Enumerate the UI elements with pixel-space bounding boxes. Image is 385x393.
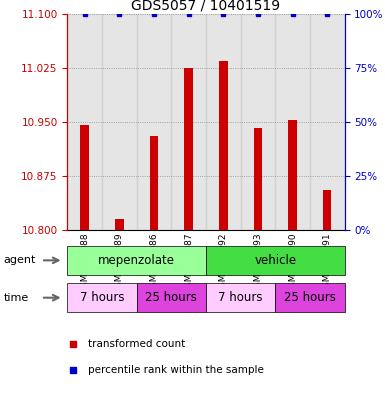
Bar bbox=[115, 219, 124, 230]
Bar bbox=[67, 246, 206, 275]
Bar bbox=[310, 14, 345, 230]
Text: time: time bbox=[4, 293, 29, 303]
Text: vehicle: vehicle bbox=[254, 254, 296, 267]
Text: 25 hours: 25 hours bbox=[146, 291, 197, 304]
Bar bbox=[67, 283, 137, 312]
Text: 25 hours: 25 hours bbox=[284, 291, 336, 304]
Bar bbox=[206, 14, 241, 230]
Bar bbox=[288, 120, 297, 230]
Bar bbox=[323, 190, 331, 230]
Text: transformed count: transformed count bbox=[88, 339, 186, 349]
Bar bbox=[275, 283, 345, 312]
Bar bbox=[67, 14, 102, 230]
Bar bbox=[137, 14, 171, 230]
Bar bbox=[241, 14, 275, 230]
Bar bbox=[137, 283, 206, 312]
Bar bbox=[184, 68, 193, 230]
Text: 7 hours: 7 hours bbox=[218, 291, 263, 304]
Text: 7 hours: 7 hours bbox=[80, 291, 124, 304]
Bar bbox=[275, 14, 310, 230]
Bar bbox=[171, 14, 206, 230]
Bar bbox=[102, 14, 137, 230]
Text: percentile rank within the sample: percentile rank within the sample bbox=[88, 365, 264, 375]
Text: mepenzolate: mepenzolate bbox=[98, 254, 175, 267]
Bar bbox=[80, 125, 89, 230]
Bar bbox=[150, 136, 158, 230]
Text: agent: agent bbox=[4, 255, 36, 265]
Bar bbox=[206, 246, 345, 275]
Title: GDS5057 / 10401519: GDS5057 / 10401519 bbox=[131, 0, 281, 13]
Bar bbox=[254, 128, 262, 230]
Bar bbox=[219, 61, 228, 230]
Bar bbox=[206, 283, 275, 312]
